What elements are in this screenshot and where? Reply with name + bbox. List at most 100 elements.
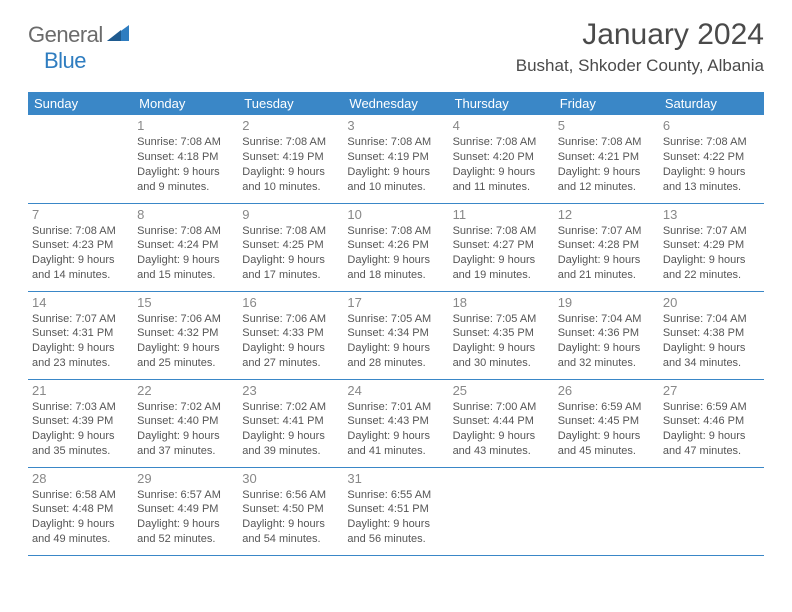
title-block: January 2024 Bushat, Shkoder County, Alb… xyxy=(516,18,764,76)
sunset-text: Sunset: 4:27 PM xyxy=(453,238,550,253)
day-number: 8 xyxy=(137,207,234,222)
weekday-header: Sunday xyxy=(28,92,133,115)
sunrise-text: Sunrise: 6:56 AM xyxy=(242,488,339,503)
sun-info: Sunrise: 7:08 AMSunset: 4:21 PMDaylight:… xyxy=(558,135,655,194)
day-number: 27 xyxy=(663,383,760,398)
daylight-text-1: Daylight: 9 hours xyxy=(453,341,550,356)
sun-info: Sunrise: 7:06 AMSunset: 4:32 PMDaylight:… xyxy=(137,312,234,371)
sunset-text: Sunset: 4:29 PM xyxy=(663,238,760,253)
sun-info: Sunrise: 6:55 AMSunset: 4:51 PMDaylight:… xyxy=(347,488,444,547)
sunrise-text: Sunrise: 7:05 AM xyxy=(453,312,550,327)
daylight-text-1: Daylight: 9 hours xyxy=(242,253,339,268)
day-number: 6 xyxy=(663,118,760,133)
sunset-text: Sunset: 4:43 PM xyxy=(347,414,444,429)
sun-info: Sunrise: 7:07 AMSunset: 4:29 PMDaylight:… xyxy=(663,224,760,283)
daylight-text-2: and 15 minutes. xyxy=(137,268,234,283)
calendar-day-cell: 22 Sunrise: 7:02 AMSunset: 4:40 PMDayligh… xyxy=(133,379,238,467)
sunrise-text: Sunrise: 7:08 AM xyxy=(558,135,655,150)
calendar-day-cell: 12Sunrise: 7:07 AMSunset: 4:28 PMDayligh… xyxy=(554,203,659,291)
brand-triangle-icon xyxy=(107,25,129,46)
brand-name-part2: Blue xyxy=(44,48,86,73)
daylight-text-1: Daylight: 9 hours xyxy=(137,341,234,356)
calendar-body: 1Sunrise: 7:08 AMSunset: 4:18 PMDaylight… xyxy=(28,115,764,555)
brand-logo: General xyxy=(28,18,131,48)
sunset-text: Sunset: 4:39 PM xyxy=(32,414,129,429)
weekday-header: Wednesday xyxy=(343,92,448,115)
calendar-day-cell: 10Sunrise: 7:08 AMSunset: 4:26 PMDayligh… xyxy=(343,203,448,291)
sunset-text: Sunset: 4:44 PM xyxy=(453,414,550,429)
calendar-day-cell: 1Sunrise: 7:08 AMSunset: 4:18 PMDaylight… xyxy=(133,115,238,203)
sunrise-text: Sunrise: 7:07 AM xyxy=(32,312,129,327)
sunrise-text: Sunrise: 7:08 AM xyxy=(137,135,234,150)
sun-info: Sunrise: 7:08 AMSunset: 4:27 PMDaylight:… xyxy=(453,224,550,283)
sunset-text: Sunset: 4:31 PM xyxy=(32,326,129,341)
sunrise-text: Sunrise: 7:05 AM xyxy=(347,312,444,327)
calendar-day-cell: 19Sunrise: 7:04 AMSunset: 4:36 PMDayligh… xyxy=(554,291,659,379)
daylight-text-2: and 13 minutes. xyxy=(663,180,760,195)
daylight-text-2: and 47 minutes. xyxy=(663,444,760,459)
calendar-day-cell: 26Sunrise: 6:59 AMSunset: 4:45 PMDayligh… xyxy=(554,379,659,467)
day-number: 18 xyxy=(453,295,550,310)
sun-info: Sunrise: 7:02 AMSunset: 4:40 PMDaylight:… xyxy=(137,400,234,459)
day-number: 25 xyxy=(453,383,550,398)
sunrise-text: Sunrise: 7:08 AM xyxy=(663,135,760,150)
calendar-day-cell: 27Sunrise: 6:59 AMSunset: 4:46 PMDayligh… xyxy=(659,379,764,467)
calendar-day-cell: 30Sunrise: 6:56 AMSunset: 4:50 PMDayligh… xyxy=(238,467,343,555)
sunset-text: Sunset: 4:20 PM xyxy=(453,150,550,165)
daylight-text-2: and 45 minutes. xyxy=(558,444,655,459)
sun-info: Sunrise: 7:02 AMSunset: 4:41 PMDaylight:… xyxy=(242,400,339,459)
sun-info: Sunrise: 6:57 AMSunset: 4:49 PMDaylight:… xyxy=(137,488,234,547)
day-number: 13 xyxy=(663,207,760,222)
calendar-day-cell xyxy=(28,115,133,203)
sunrise-text: Sunrise: 7:08 AM xyxy=(453,224,550,239)
calendar-day-cell: 16Sunrise: 7:06 AMSunset: 4:33 PMDayligh… xyxy=(238,291,343,379)
daylight-text-1: Daylight: 9 hours xyxy=(453,165,550,180)
sunset-text: Sunset: 4:36 PM xyxy=(558,326,655,341)
calendar-header-row: Sunday Monday Tuesday Wednesday Thursday… xyxy=(28,92,764,115)
sunset-text: Sunset: 4:23 PM xyxy=(32,238,129,253)
weekday-header: Monday xyxy=(133,92,238,115)
day-number: 21 xyxy=(32,383,129,398)
day-number: 23 xyxy=(242,383,339,398)
daylight-text-2: and 52 minutes. xyxy=(137,532,234,547)
sunrise-text: Sunrise: 7:00 AM xyxy=(453,400,550,415)
day-number: 22 xyxy=(137,383,234,398)
daylight-text-2: and 41 minutes. xyxy=(347,444,444,459)
sunset-text: Sunset: 4:21 PM xyxy=(558,150,655,165)
daylight-text-1: Daylight: 9 hours xyxy=(558,341,655,356)
sunrise-text: Sunrise: 7:04 AM xyxy=(558,312,655,327)
daylight-text-2: and 56 minutes. xyxy=(347,532,444,547)
calendar-day-cell: 4Sunrise: 7:08 AMSunset: 4:20 PMDaylight… xyxy=(449,115,554,203)
calendar-day-cell: 7Sunrise: 7:08 AMSunset: 4:23 PMDaylight… xyxy=(28,203,133,291)
sunset-text: Sunset: 4:32 PM xyxy=(137,326,234,341)
daylight-text-2: and 17 minutes. xyxy=(242,268,339,283)
daylight-text-2: and 25 minutes. xyxy=(137,356,234,371)
daylight-text-2: and 39 minutes. xyxy=(242,444,339,459)
daylight-text-1: Daylight: 9 hours xyxy=(242,165,339,180)
calendar-day-cell: 25Sunrise: 7:00 AMSunset: 4:44 PMDayligh… xyxy=(449,379,554,467)
calendar-day-cell: 13 Sunrise: 7:07 AMSunset: 4:29 PMDayligh… xyxy=(659,203,764,291)
daylight-text-1: Daylight: 9 hours xyxy=(347,341,444,356)
daylight-text-1: Daylight: 9 hours xyxy=(137,429,234,444)
sun-info: Sunrise: 7:01 AMSunset: 4:43 PMDaylight:… xyxy=(347,400,444,459)
sun-info: Sunrise: 7:08 AMSunset: 4:20 PMDaylight:… xyxy=(453,135,550,194)
weekday-header: Saturday xyxy=(659,92,764,115)
sunset-text: Sunset: 4:33 PM xyxy=(242,326,339,341)
day-number: 20 xyxy=(663,295,760,310)
sunrise-text: Sunrise: 7:03 AM xyxy=(32,400,129,415)
day-number: 9 xyxy=(242,207,339,222)
sunrise-text: Sunrise: 7:08 AM xyxy=(242,224,339,239)
calendar-week-row: 1Sunrise: 7:08 AMSunset: 4:18 PMDaylight… xyxy=(28,115,764,203)
sunrise-text: Sunrise: 7:08 AM xyxy=(453,135,550,150)
daylight-text-2: and 21 minutes. xyxy=(558,268,655,283)
daylight-text-1: Daylight: 9 hours xyxy=(347,517,444,532)
daylight-text-2: and 10 minutes. xyxy=(347,180,444,195)
calendar-day-cell xyxy=(659,467,764,555)
daylight-text-1: Daylight: 9 hours xyxy=(32,253,129,268)
day-number: 2 xyxy=(242,118,339,133)
daylight-text-2: and 9 minutes. xyxy=(137,180,234,195)
sun-info: Sunrise: 6:59 AMSunset: 4:45 PMDaylight:… xyxy=(558,400,655,459)
calendar-week-row: 7Sunrise: 7:08 AMSunset: 4:23 PMDaylight… xyxy=(28,203,764,291)
sunrise-text: Sunrise: 7:02 AM xyxy=(242,400,339,415)
calendar-day-cell: 6Sunrise: 7:08 AMSunset: 4:22 PMDaylight… xyxy=(659,115,764,203)
